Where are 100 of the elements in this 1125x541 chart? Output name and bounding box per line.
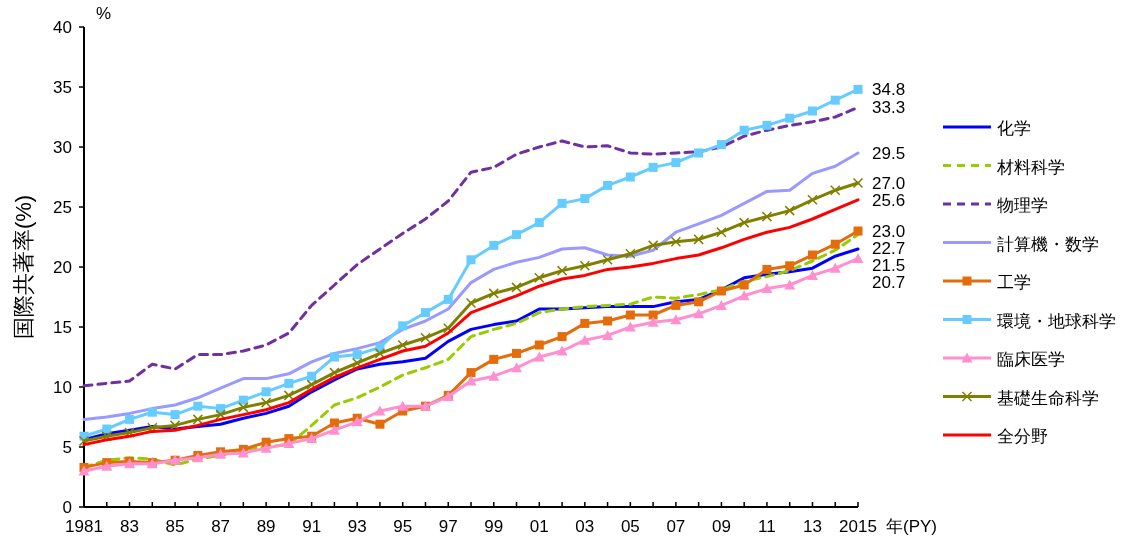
- point: [215, 409, 226, 420]
- point: [602, 329, 614, 340]
- x-axis-title: 年(PY): [886, 517, 937, 536]
- point: [762, 264, 772, 274]
- point: [738, 290, 750, 301]
- legend-label: 計算機・数学: [997, 234, 1099, 254]
- y-tick-label: 40: [53, 18, 72, 37]
- data-label: 29.5: [872, 144, 906, 163]
- data-label: 33.3: [872, 98, 906, 118]
- point: [351, 357, 363, 369]
- x-tick-label: 93: [347, 517, 367, 536]
- y-tick-label: 35: [53, 78, 72, 97]
- point: [693, 308, 705, 319]
- x-tick-label: 87: [211, 517, 231, 536]
- point: [374, 348, 386, 359]
- point: [830, 95, 840, 105]
- point: [443, 294, 453, 304]
- point: [671, 158, 681, 168]
- point: [283, 390, 295, 401]
- point: [260, 442, 272, 453]
- point: [193, 401, 203, 411]
- point: [579, 260, 591, 272]
- point: [785, 261, 795, 271]
- y-tick-label: 15: [53, 318, 72, 337]
- point: [556, 345, 568, 356]
- point: [738, 217, 750, 228]
- point: [602, 254, 613, 266]
- legend-label: 材料科学: [996, 157, 1065, 177]
- point: [761, 211, 773, 222]
- point: [420, 308, 430, 318]
- point: [580, 194, 590, 204]
- x-tick-label: 09: [711, 517, 731, 536]
- y-tick-label: 25: [53, 198, 72, 217]
- point: [648, 162, 658, 172]
- point: [785, 113, 795, 123]
- point: [853, 226, 863, 236]
- point: [739, 125, 749, 135]
- legend-label: 工学: [997, 273, 1031, 292]
- point: [466, 368, 476, 378]
- point: [351, 416, 363, 427]
- point: [352, 350, 362, 360]
- point: [807, 250, 817, 260]
- x-tick-label: 05: [620, 517, 640, 536]
- data-label: 21.5: [872, 256, 906, 275]
- point: [694, 148, 704, 158]
- point: [488, 288, 500, 299]
- x-tick-label: 13: [803, 517, 822, 536]
- point: [511, 282, 522, 293]
- point: [78, 435, 90, 447]
- point: [670, 236, 682, 248]
- x-tick-label: 99: [484, 517, 504, 536]
- point: [261, 387, 271, 397]
- point: [761, 283, 773, 294]
- data-label: 25.6: [872, 191, 906, 210]
- point: [829, 262, 841, 273]
- data-label: 27.0: [872, 174, 906, 193]
- y-tick-label: 20: [53, 258, 72, 277]
- x-tick-label: 95: [393, 517, 413, 536]
- point: [147, 407, 157, 417]
- x-tick-label: 89: [256, 517, 276, 536]
- point: [762, 120, 772, 130]
- x-tick-label: 01: [529, 517, 549, 536]
- point: [329, 352, 339, 362]
- point: [579, 334, 591, 345]
- point: [830, 239, 840, 249]
- x-tick-label: 85: [165, 517, 185, 536]
- point: [512, 230, 522, 240]
- legend-label: 臨床医学: [997, 350, 1065, 369]
- point: [716, 140, 726, 150]
- point: [283, 437, 295, 448]
- point: [124, 427, 135, 438]
- point: [488, 370, 500, 381]
- y-tick-label: 0: [62, 498, 72, 517]
- legend-label: 物理学: [997, 196, 1048, 215]
- y-tick-label: 30: [53, 138, 72, 157]
- point: [603, 316, 613, 326]
- point: [329, 367, 340, 378]
- legend-label: 全分野: [997, 427, 1048, 446]
- point: [671, 300, 681, 310]
- point: [806, 269, 818, 280]
- point: [556, 265, 568, 276]
- y-tick-label: 5: [62, 438, 72, 457]
- point: [489, 240, 499, 250]
- point: [852, 177, 864, 189]
- point: [534, 340, 544, 350]
- point: [670, 314, 682, 325]
- point: [580, 318, 590, 328]
- x-tick-label: 83: [120, 517, 139, 536]
- point: [647, 316, 659, 327]
- x-tick-label: 11: [758, 517, 776, 536]
- point: [192, 414, 204, 425]
- point: [739, 280, 749, 290]
- point: [625, 248, 636, 260]
- point: [306, 379, 317, 390]
- point: [466, 255, 476, 265]
- x-tick-label: 03: [575, 517, 595, 536]
- data-label: 23.0: [872, 222, 906, 241]
- point: [420, 332, 431, 344]
- point: [647, 240, 659, 251]
- y-axis-title: 国際共著率(%): [11, 194, 36, 340]
